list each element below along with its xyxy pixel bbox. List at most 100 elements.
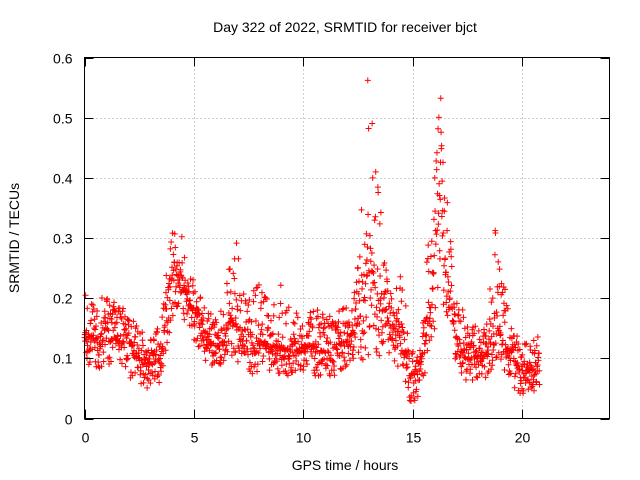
data-point — [355, 290, 362, 297]
data-point — [276, 314, 283, 321]
data-point — [272, 347, 279, 354]
data-point — [88, 317, 95, 324]
data-point — [417, 366, 424, 373]
data-point — [196, 324, 203, 331]
data-point — [366, 323, 373, 330]
data-point — [488, 366, 495, 373]
data-point — [426, 315, 433, 322]
data-point — [366, 232, 373, 239]
data-point — [481, 363, 488, 370]
data-point — [284, 372, 291, 379]
data-point — [536, 367, 543, 374]
data-point — [178, 233, 185, 240]
data-point — [262, 294, 269, 301]
data-point — [85, 331, 92, 338]
data-point — [162, 301, 169, 308]
data-point — [439, 159, 446, 166]
data-point — [373, 304, 380, 311]
data-point — [367, 245, 374, 252]
data-point — [511, 373, 518, 380]
data-point — [374, 313, 381, 320]
data-point — [397, 350, 404, 357]
data-point — [307, 309, 314, 316]
data-point — [476, 345, 483, 352]
data-point — [468, 338, 475, 345]
data-point — [507, 357, 514, 364]
data-point — [459, 306, 466, 313]
data-point — [460, 314, 467, 321]
data-point — [392, 337, 399, 344]
data-point — [249, 370, 256, 377]
data-point — [356, 297, 363, 304]
data-point — [377, 300, 384, 307]
data-point — [384, 314, 391, 321]
data-point — [431, 174, 438, 181]
data-point — [173, 303, 180, 310]
data-point — [490, 323, 497, 330]
data-point — [147, 380, 154, 387]
data-point — [235, 255, 242, 262]
data-point — [435, 210, 442, 217]
data-point — [336, 332, 343, 339]
data-point — [324, 362, 331, 369]
data-point — [127, 369, 134, 376]
data-point — [277, 300, 284, 307]
data-point — [199, 310, 206, 317]
data-point — [245, 318, 252, 325]
data-point — [170, 251, 177, 258]
data-point — [367, 258, 374, 265]
data-point — [405, 384, 412, 391]
data-point — [403, 361, 410, 368]
data-point — [365, 211, 372, 218]
data-point — [297, 362, 304, 369]
data-point — [418, 355, 425, 362]
data-point — [340, 354, 347, 361]
data-point — [275, 338, 282, 345]
data-point — [448, 282, 455, 289]
data-point — [144, 375, 151, 382]
data-point — [362, 297, 369, 304]
data-point — [482, 374, 489, 381]
data-point — [123, 325, 130, 332]
data-point — [493, 354, 500, 361]
data-point — [177, 266, 184, 273]
data-point — [480, 355, 487, 362]
data-point — [282, 368, 289, 375]
data-point — [485, 350, 492, 357]
data-point — [424, 314, 431, 321]
data-point — [109, 344, 116, 351]
data-point — [321, 356, 328, 363]
data-point — [184, 310, 191, 317]
data-point — [357, 343, 364, 350]
data-point — [374, 265, 381, 272]
x-tick-label: 0 — [82, 430, 90, 446]
data-point — [311, 355, 318, 362]
data-point — [120, 305, 127, 312]
data-point — [428, 323, 435, 330]
data-point — [437, 95, 444, 102]
data-point — [349, 351, 356, 358]
data-point — [299, 335, 306, 342]
data-point — [292, 367, 299, 374]
data-point — [429, 301, 436, 308]
data-point — [142, 371, 149, 378]
data-point — [124, 352, 131, 359]
data-point — [103, 335, 110, 342]
data-point — [196, 342, 203, 349]
data-point — [325, 320, 332, 327]
data-point — [386, 300, 393, 307]
data-point — [90, 305, 97, 312]
data-point — [159, 345, 166, 352]
data-point — [438, 129, 445, 136]
data-point — [167, 283, 174, 290]
data-point — [132, 369, 139, 376]
data-point — [254, 361, 261, 368]
data-point — [171, 230, 178, 237]
data-point — [531, 347, 538, 354]
data-point — [345, 350, 352, 357]
data-point — [356, 253, 363, 260]
data-point — [485, 344, 492, 351]
data-point — [111, 307, 118, 314]
y-tick-label: 0.3 — [53, 231, 73, 247]
data-point — [108, 358, 115, 365]
